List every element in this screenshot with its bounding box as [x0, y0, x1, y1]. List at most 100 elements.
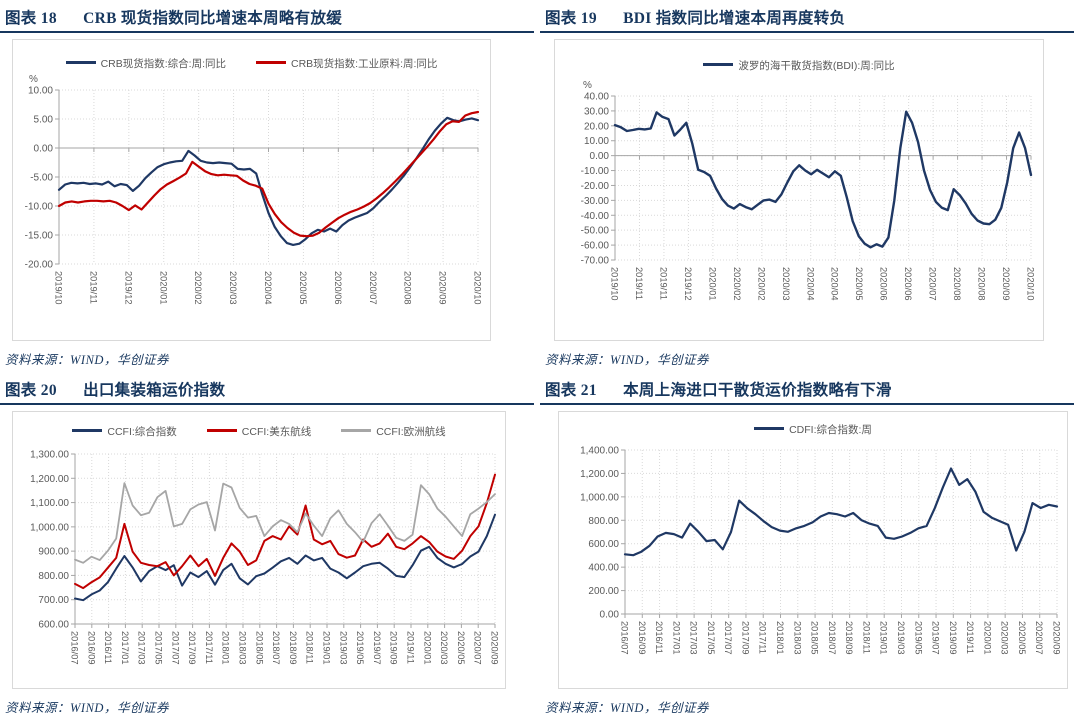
svg-text:20.00: 20.00 [584, 121, 609, 132]
svg-text:2019/09: 2019/09 [948, 621, 958, 655]
svg-text:2018/05: 2018/05 [810, 621, 820, 655]
svg-text:2020/07: 2020/07 [928, 267, 938, 301]
figure-panel-20: 图表 20 出口集装箱运价指数 CCFI:综合指数 CCFI:美东航线 CCFI:欧… [0, 374, 534, 720]
svg-text:2020/04: 2020/04 [263, 271, 273, 305]
svg-text:-10.00: -10.00 [25, 202, 54, 213]
svg-text:2019/12: 2019/12 [123, 271, 133, 305]
svg-text:2016/11: 2016/11 [654, 621, 664, 654]
svg-text:2017/09: 2017/09 [187, 631, 197, 665]
chart-20-ccfi: CCFI:综合指数 CCFI:美东航线 CCFI:欧洲航线 1,300.00 1,20… [12, 411, 506, 689]
svg-text:2019/01: 2019/01 [322, 631, 332, 665]
title-rule [540, 31, 1074, 33]
legend-item: CCFI:欧洲航线 [341, 424, 446, 439]
svg-text:2020/03: 2020/03 [781, 267, 791, 301]
svg-text:2020/09: 2020/09 [1052, 621, 1062, 655]
legend-item: 波罗的海干散货指数(BDI):周:同比 [703, 58, 895, 73]
svg-text:-15.00: -15.00 [25, 231, 54, 242]
chart-plot-area: 10.005.000.00-5.00-10.00-15.00-20.002019… [25, 74, 483, 305]
svg-text:1,200.00: 1,200.00 [580, 469, 619, 480]
right-column: 图表 19 BDI 指数同比增速本周再度转负 波罗的海干散货指数(BDI):周:… [540, 2, 1074, 720]
svg-text:2018/01: 2018/01 [221, 631, 231, 665]
svg-text:2020/01: 2020/01 [158, 271, 168, 305]
svg-text:2019/01: 2019/01 [879, 621, 889, 655]
source-note: 资料来源：WIND，华创证券 [5, 353, 169, 367]
legend-line-swatch [754, 427, 785, 430]
svg-text:2018/11: 2018/11 [861, 621, 871, 654]
svg-text:2020/03: 2020/03 [1000, 621, 1010, 655]
svg-text:-40.00: -40.00 [581, 211, 610, 222]
svg-text:2018/07: 2018/07 [827, 621, 837, 655]
svg-text:1,200.00: 1,200.00 [30, 474, 69, 485]
svg-text:2020/05: 2020/05 [298, 271, 308, 305]
svg-text:2020/06: 2020/06 [879, 267, 889, 301]
svg-text:800.00: 800.00 [588, 516, 619, 527]
svg-text:2020/08: 2020/08 [952, 267, 962, 301]
svg-text:2020/02: 2020/02 [193, 271, 203, 305]
svg-text:2017/07: 2017/07 [723, 621, 733, 655]
svg-text:2020/08: 2020/08 [403, 271, 413, 305]
svg-text:%: % [583, 80, 592, 91]
svg-text:0.00: 0.00 [34, 144, 54, 155]
svg-text:2020/09: 2020/09 [1001, 267, 1011, 301]
figure-panel-18: 图表 18 CRB 现货指数同比增速本周略有放缓 CRB现货指数:综合:周:同比… [0, 2, 534, 374]
svg-text:10.00: 10.00 [28, 86, 53, 97]
svg-text:2020/04: 2020/04 [830, 267, 840, 301]
svg-text:2016/11: 2016/11 [103, 631, 113, 664]
chart-19-legend: 波罗的海干散货指数(BDI):周:同比 [555, 40, 1043, 74]
svg-text:-5.00: -5.00 [30, 173, 53, 184]
figure-panel-19: 图表 19 BDI 指数同比增速本周再度转负 波罗的海干散货指数(BDI):周:… [540, 2, 1074, 374]
svg-text:600.00: 600.00 [38, 620, 69, 631]
svg-text:2019/03: 2019/03 [896, 621, 906, 655]
svg-text:800.00: 800.00 [38, 571, 69, 582]
svg-text:2020/04: 2020/04 [805, 267, 815, 301]
chart-plot-area: 1,400.00 1,200.00 1,000.00 800.00 600.00 400.… [580, 446, 1062, 655]
svg-text:2017/01: 2017/01 [120, 631, 130, 665]
legend-line-swatch [703, 63, 734, 66]
svg-text:2017/11: 2017/11 [204, 631, 214, 664]
legend-item: CRB现货指数:工业原料:周:同比 [256, 56, 437, 71]
svg-text:2019/03: 2019/03 [338, 631, 348, 665]
svg-text:2020/01: 2020/01 [422, 631, 432, 665]
legend-item: CCFI:综合指数 [72, 424, 177, 439]
svg-text:2020/06: 2020/06 [903, 267, 913, 301]
svg-text:2020/05: 2020/05 [1017, 621, 1027, 655]
legend-line-swatch [256, 61, 286, 64]
svg-text:2019/07: 2019/07 [372, 631, 382, 665]
svg-text:2019/09: 2019/09 [389, 631, 399, 665]
svg-text:2016/09: 2016/09 [86, 631, 96, 665]
svg-text:2017/01: 2017/01 [671, 621, 681, 655]
figure-title-21: 图表 21 本周上海进口干散货运价指数略有下滑 [540, 374, 1074, 403]
legend-item: CRB现货指数:综合:周:同比 [65, 56, 226, 71]
svg-text:2017/03: 2017/03 [137, 631, 147, 665]
svg-text:2019/11: 2019/11 [88, 271, 98, 304]
legend-line-swatch [65, 61, 96, 64]
svg-text:2017/11: 2017/11 [758, 621, 768, 654]
svg-text:1,000.00: 1,000.00 [580, 492, 619, 503]
legend-item: CCFI:美东航线 [206, 424, 311, 439]
svg-text:2018/05: 2018/05 [254, 631, 264, 665]
title-rule [0, 31, 534, 33]
svg-text:2019/11: 2019/11 [965, 621, 975, 654]
legend-label: CRB现货指数:综合:周:同比 [100, 57, 226, 70]
svg-text:2017/03: 2017/03 [689, 621, 699, 655]
chart-21-legend: CDFI:综合指数:周 [559, 412, 1067, 438]
svg-text:2020/06: 2020/06 [333, 271, 343, 305]
svg-text:2019/10: 2019/10 [610, 267, 620, 301]
svg-text:5.00: 5.00 [34, 115, 54, 126]
source-note: 资料来源：WIND，华创证券 [545, 353, 709, 367]
svg-text:2019/12: 2019/12 [683, 267, 693, 301]
svg-text:2020/07: 2020/07 [368, 271, 378, 305]
svg-text:2019/07: 2019/07 [931, 621, 941, 655]
legend-label: CRB现货指数:工业原料:周:同比 [291, 57, 438, 70]
svg-text:2020/05: 2020/05 [456, 631, 466, 665]
svg-text:2020/02: 2020/02 [756, 267, 766, 301]
svg-text:2017/09: 2017/09 [740, 621, 750, 655]
legend-line-swatch [206, 429, 237, 432]
svg-text:0.00: 0.00 [600, 610, 620, 621]
figure-label: 图表 18 [5, 10, 57, 27]
svg-text:2018/03: 2018/03 [238, 631, 248, 665]
svg-text:2018/01: 2018/01 [775, 621, 785, 655]
figure-label: 图表 19 [545, 10, 597, 27]
svg-text:2017/07: 2017/07 [170, 631, 180, 665]
